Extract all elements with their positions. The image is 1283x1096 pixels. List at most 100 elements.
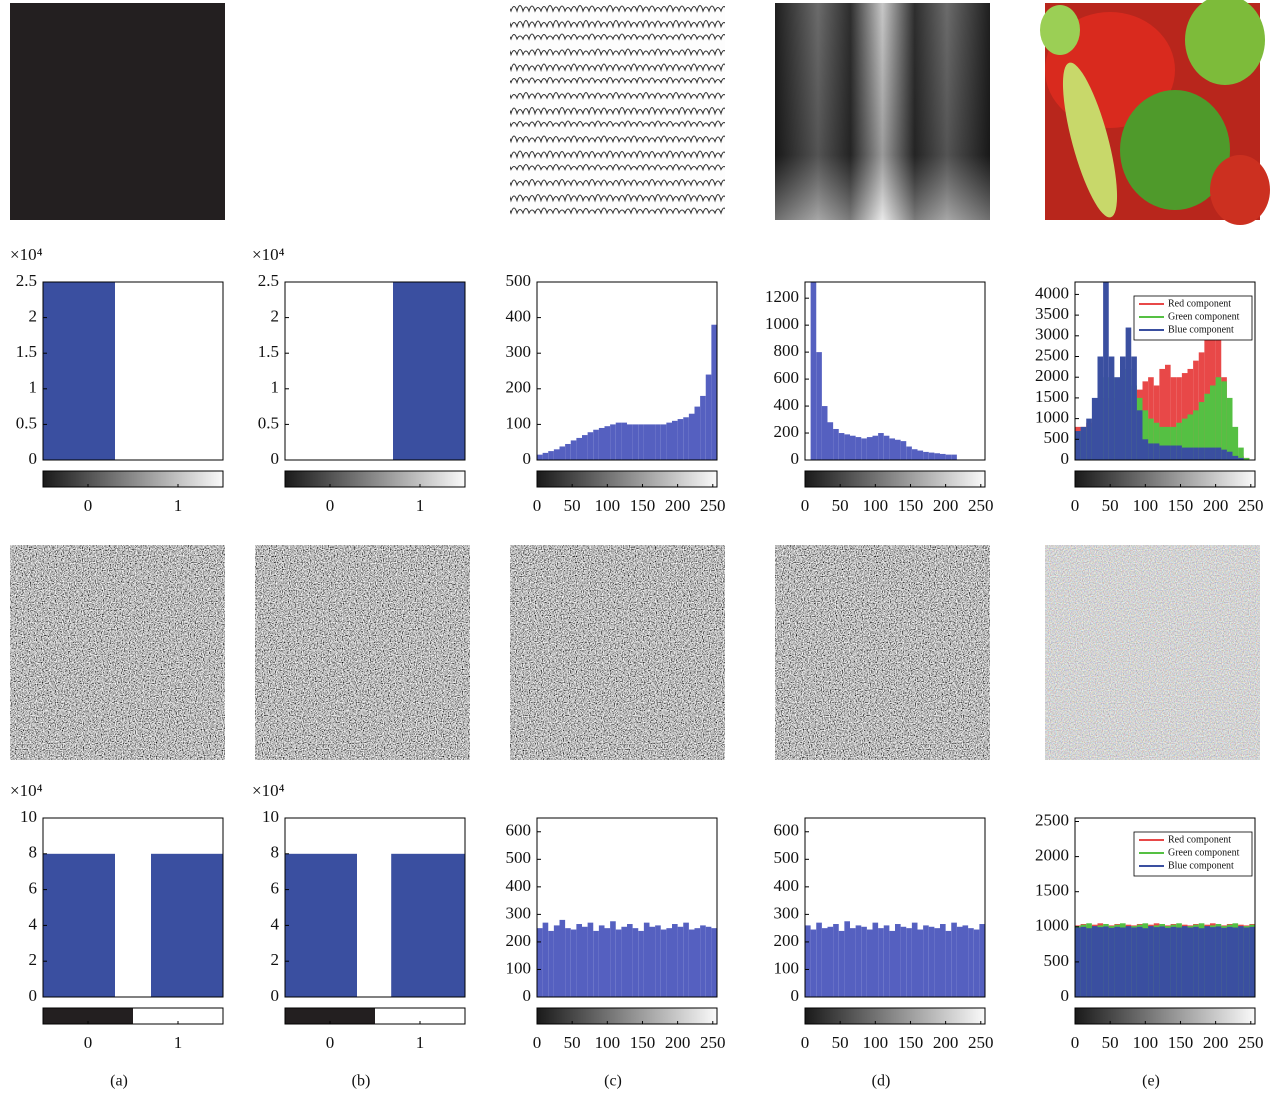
y-tick-label: 1200 [765,287,799,306]
bar [643,424,650,460]
bar [906,446,912,460]
x-tick-label: 200 [665,496,691,515]
plot-frame [284,281,466,461]
bar [951,922,957,997]
bar [711,324,717,460]
bar [683,922,689,997]
plot-frame [1074,281,1256,461]
bar [883,435,890,460]
bar [810,929,817,997]
x-tick-label: 250 [700,496,726,515]
caption: (b) [352,1073,371,1090]
x-tick-label: 0 [801,1033,810,1052]
bar [627,924,633,997]
bar [638,424,644,460]
colorbar-frame [284,470,466,488]
bar [855,925,862,997]
y-tick-label: 4 [29,914,38,933]
y-tick-label: 600 [774,821,800,840]
bar [666,422,672,460]
bar [548,451,554,460]
handwriting-stroke [510,33,725,41]
bar [1097,927,1104,997]
bar [565,928,571,997]
y-tick-label: 0 [791,449,800,468]
bar [1170,377,1177,460]
bar [1193,926,1199,997]
bar [643,922,650,997]
bar [1204,926,1210,997]
pepper-green [1185,0,1265,85]
colorbar [805,471,985,487]
bar [1221,449,1227,460]
plot-frame [42,281,224,461]
colorbar-frame [804,1007,986,1025]
bar [844,434,850,460]
bar [610,424,616,460]
handwriting-stroke [510,63,725,73]
bar [694,928,701,997]
bar [1120,356,1126,460]
bar [705,374,712,460]
bar [649,926,656,997]
legend-label: Blue component [1168,860,1234,871]
cipher-image [10,545,225,760]
y-tick-label: 1500 [1035,881,1069,900]
bar [1232,426,1239,460]
plot-frame [284,817,466,998]
bar [883,925,890,997]
x-tick-label: 250 [968,1033,994,1052]
y-tick-label: 500 [774,848,800,867]
y-tick-label: 400 [506,307,532,326]
y-tick-label: 300 [506,342,532,361]
bar [838,930,845,997]
bar [1193,360,1199,460]
bar [593,930,599,997]
bar [1226,926,1233,997]
x-tick-label: 0 [326,1033,335,1052]
y-tick-label: 0 [1061,449,1070,468]
caption: (d) [872,1073,891,1090]
bar [1187,414,1194,460]
bar [1181,418,1188,460]
pepper-red [1210,155,1270,225]
x-tick-label: 250 [1238,496,1264,515]
bar [700,395,706,460]
bar [866,929,873,997]
y-tick-label: 1000 [1035,408,1069,427]
bar [688,929,695,997]
y-tick-label: 2000 [1035,846,1069,865]
bar [1210,385,1216,460]
y-tick-label: 400 [774,395,800,414]
y-tick-label: 8 [29,843,38,862]
bar [945,930,952,997]
bar [1086,418,1092,460]
bar [565,443,571,460]
y-tick-label: 2 [271,307,280,326]
y-tick-label: 400 [774,876,800,895]
bar [1193,410,1199,460]
bar [816,922,822,997]
bar [537,454,543,460]
bar [1153,422,1160,460]
y-tick-label: 0 [791,986,800,1005]
bar [878,928,884,997]
bar [1193,447,1199,460]
bar [1243,927,1250,997]
bar [1176,445,1182,460]
bar [559,446,566,460]
bar [1153,443,1160,460]
bar [1198,928,1205,997]
y-tick-label: 2 [29,307,38,326]
bar [683,417,689,460]
plot-frame [536,817,718,998]
bar [1238,447,1244,460]
handwriting-stroke [510,150,725,160]
x-tick-label: 100 [1133,1033,1159,1052]
bar [694,406,701,460]
x-tick-label: 200 [933,496,959,515]
y-tick-label: 0 [29,986,38,1005]
y-tick-label: 0.5 [16,413,37,432]
x-tick-label: 200 [665,1033,691,1052]
